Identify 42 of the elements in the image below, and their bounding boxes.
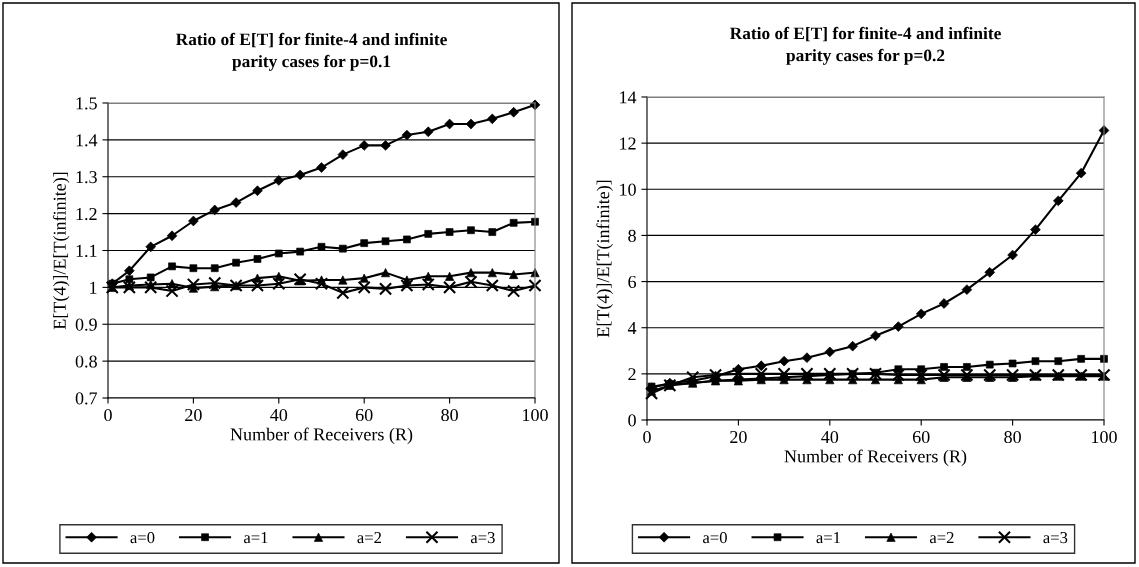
legend-label: a=0 (130, 531, 155, 544)
x-tick-label: 0 (104, 408, 112, 422)
y-tick-label: 1 (90, 281, 97, 294)
legend-label: a=2 (357, 532, 382, 544)
chart-title: Ratio of E[T] for finite-4 and infinite parity cases for p=0.1 (175, 32, 447, 71)
x-tick-label: 60 (355, 408, 373, 422)
x-tick-label: 100 (1092, 430, 1117, 444)
legend-label: a=3 (1043, 532, 1068, 544)
y-tick-label: 1.5 (76, 97, 97, 110)
y-tick-label: 0.9 (75, 318, 97, 331)
y-tick-label: 2 (628, 368, 636, 381)
x-tick-label: 80 (1004, 430, 1021, 444)
legend-label: a=1 (243, 532, 268, 544)
x-tick-label: 80 (441, 408, 458, 422)
y-tick-label: 1.2 (76, 207, 97, 221)
y-tick-label: 12 (620, 137, 636, 150)
legend-label: a=3 (470, 532, 495, 544)
y-tick-label: 10 (620, 183, 636, 196)
x-axis-title: Number of Receivers (R) (230, 427, 413, 445)
y-tick-label: 0.7 (75, 392, 98, 405)
y-tick-label: 14 (620, 91, 637, 104)
legend-label: a=0 (702, 531, 727, 544)
x-tick-label: 40 (270, 408, 288, 422)
y-tick-label: 4 (627, 322, 637, 334)
legend-label: a=2 (929, 532, 954, 544)
legend-label: a=1 (816, 532, 840, 544)
x-axis-title: Number of Receivers (R) (784, 449, 967, 467)
y-axis-title: E[T(4)]/E[T(infinite)] (596, 180, 613, 338)
x-tick-label: 60 (912, 430, 930, 444)
y-tick-label: 6 (628, 275, 637, 289)
y-tick-label: 0.8 (75, 355, 97, 368)
x-tick-label: 20 (185, 408, 202, 422)
x-tick-label: 20 (730, 430, 747, 444)
chart-title: Ratio of E[T] for finite-4 and infinite parity cases for p=0.2 (729, 26, 1001, 65)
y-tick-label: 1.4 (76, 134, 98, 147)
y-tick-label: 8 (628, 229, 636, 242)
x-tick-label: 40 (821, 430, 839, 444)
y-tick-label: 1.1 (76, 244, 97, 258)
y-axis-title: E[T(4)]/E[T(infinite)] (52, 172, 70, 330)
x-tick-label: 0 (643, 430, 651, 444)
x-tick-label: 100 (523, 408, 548, 422)
y-tick-label: 1.3 (76, 171, 97, 184)
